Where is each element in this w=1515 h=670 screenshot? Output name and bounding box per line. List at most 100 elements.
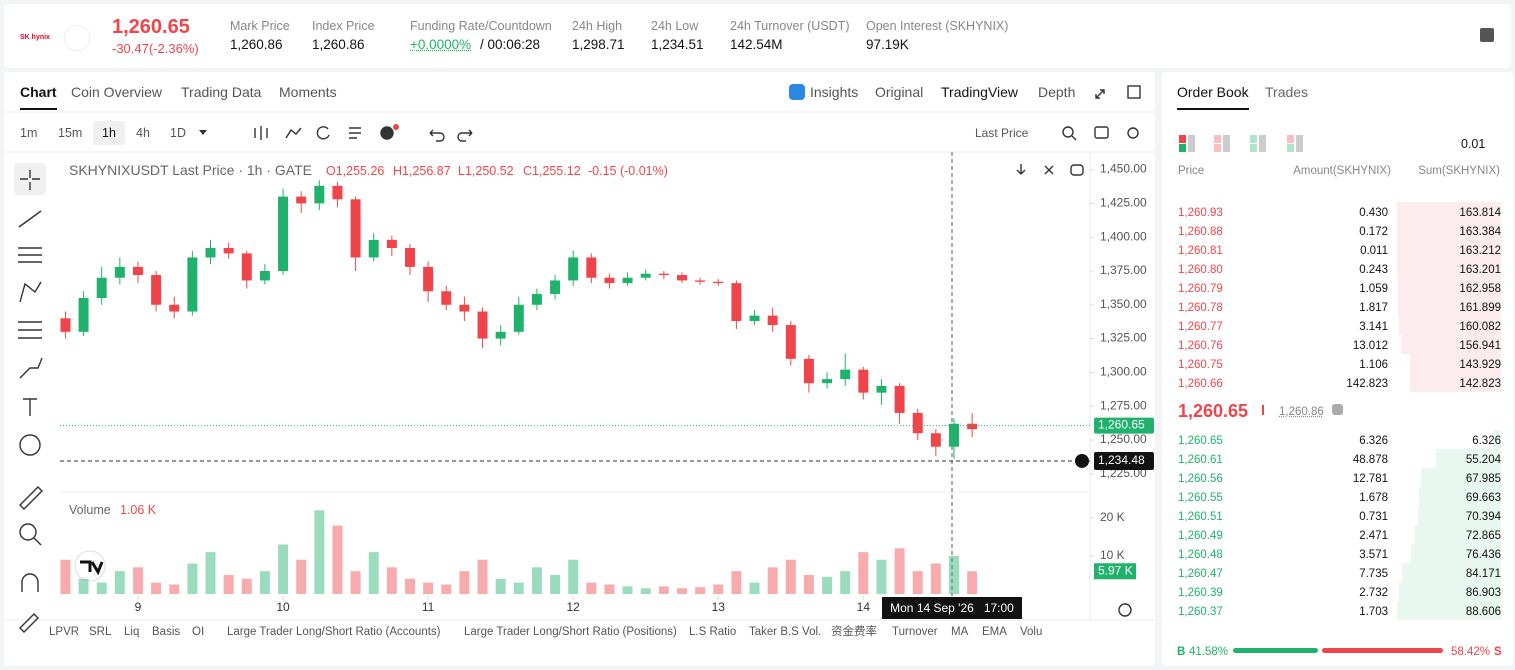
book-view[interactable] [1188, 135, 1195, 152]
volume-bar [278, 544, 289, 594]
volume-bar [78, 578, 89, 594]
row-sum: 163.384 [1459, 226, 1501, 238]
indicator-tab[interactable]: EMA [982, 626, 1007, 638]
indicator-tab[interactable]: L.S Ratio [689, 626, 737, 638]
y-tick-label: 1,400.00 [1100, 229, 1147, 243]
volume-bar [568, 559, 579, 594]
cursor-price-box [1094, 451, 1154, 470]
row-price[interactable]: 1,260.77 [1178, 321, 1223, 333]
view-tab[interactable]: Original [875, 84, 924, 100]
indicator-tab[interactable]: 资金费率 [831, 626, 877, 638]
row-price[interactable]: 1,260.78 [1178, 302, 1223, 314]
x-tick-label: 13 [712, 600, 726, 614]
book-view[interactable] [1287, 135, 1294, 143]
interval[interactable]: 4h [136, 126, 150, 140]
interval-caret[interactable] [199, 130, 207, 139]
row-sum: 88.606 [1465, 606, 1501, 618]
x-tick-label: 11 [422, 600, 435, 614]
row-sum: 163.212 [1459, 245, 1501, 257]
interval[interactable]: 1h [93, 121, 125, 145]
row-price[interactable]: 1,260.88 [1178, 226, 1223, 238]
depth-bar [1418, 506, 1501, 525]
row-amount: 7.735 [1359, 568, 1388, 580]
view-tab[interactable]: Depth [1038, 84, 1076, 100]
stat-label: Index Price [312, 19, 375, 33]
book-view[interactable] [1214, 135, 1221, 143]
interval[interactable]: 1m [20, 126, 38, 140]
crosshair-label: Mon 14 Sep '26 17:00 [890, 601, 1014, 615]
x-tick-label: 14 [857, 600, 871, 614]
volume-bar [803, 574, 814, 594]
indicator-tab[interactable]: OI [192, 626, 205, 638]
depth-bar [1402, 563, 1501, 582]
indicator-tab[interactable]: Volu [1020, 626, 1043, 638]
row-price[interactable]: 1,260.66 [1178, 378, 1223, 390]
volume-bar [495, 578, 506, 594]
y-tick-label: 1,250.00 [1100, 432, 1147, 446]
col-price: Price [1178, 165, 1205, 177]
indicator-tab[interactable]: Taker B.S Vol. [749, 626, 822, 638]
orderbook-tab[interactable]: Trades [1265, 84, 1309, 100]
chart-tab[interactable]: Coin Overview [71, 84, 163, 100]
col-sum: Sum(SKHYNIX) [1418, 165, 1500, 177]
orderbook-tab[interactable]: Order Book [1177, 84, 1249, 110]
depth-bar [1493, 430, 1501, 449]
indicator-tab[interactable]: SRL [89, 626, 112, 638]
row-price[interactable]: 1,260.75 [1178, 359, 1223, 371]
view-tab[interactable]: Insights [810, 84, 859, 100]
mid-arrow [1262, 405, 1264, 415]
row-amount: 1.817 [1359, 302, 1388, 314]
book-view[interactable] [1250, 144, 1257, 152]
indicator-tab[interactable]: Large Trader Long/Short Ratio (Accounts) [227, 626, 441, 638]
row-price[interactable]: 1,260.37 [1178, 606, 1223, 618]
favorite[interactable] [64, 25, 90, 51]
indicator-tab[interactable]: Turnover [892, 626, 938, 638]
row-price[interactable]: 1,260.61 [1178, 454, 1223, 466]
book-view[interactable] [1259, 135, 1266, 152]
row-sum: 156.941 [1459, 340, 1501, 352]
precision[interactable]: 0.01 [1461, 137, 1486, 151]
volume-bar [840, 571, 851, 594]
book-view[interactable] [1250, 135, 1257, 143]
indicator-tab[interactable]: MA [951, 626, 969, 638]
indicator-tab[interactable]: Large Trader Long/Short Ratio (Positions… [464, 626, 677, 638]
row-price[interactable]: 1,260.51 [1178, 511, 1223, 523]
book-view[interactable] [1296, 135, 1303, 152]
row-price[interactable]: 1,260.47 [1178, 568, 1223, 580]
book-view[interactable] [1223, 135, 1230, 152]
indicator-tab[interactable]: Liq [124, 626, 140, 638]
row-price[interactable]: 1,260.80 [1178, 264, 1223, 276]
volume-bar [586, 582, 597, 594]
chart-tab[interactable]: Trading Data [181, 84, 262, 100]
view-tab[interactable]: TradingView [941, 84, 1019, 100]
interval[interactable]: 15m [58, 126, 83, 140]
book-view[interactable] [1179, 135, 1186, 143]
volume-bar [822, 576, 833, 594]
indicator-tab[interactable]: LPVR [49, 626, 80, 638]
volume-bar [858, 552, 869, 594]
row-price[interactable]: 1,260.48 [1178, 549, 1223, 561]
volume-bar [151, 582, 162, 594]
row-price[interactable]: 1,260.79 [1178, 283, 1223, 295]
row-price[interactable]: 1,260.65 [1178, 435, 1223, 447]
row-price[interactable]: 1,260.56 [1178, 473, 1223, 485]
row-price[interactable]: 1,260.39 [1178, 587, 1223, 599]
volume-bar [912, 571, 923, 594]
tool-active[interactable] [14, 163, 46, 195]
chart-tab[interactable]: Chart [20, 84, 57, 110]
row-price[interactable]: 1,260.49 [1178, 530, 1223, 542]
row-price[interactable]: 1,260.76 [1178, 340, 1223, 352]
book-view[interactable] [1179, 144, 1186, 152]
book-view[interactable] [1287, 144, 1294, 152]
row-price[interactable]: 1,260.55 [1178, 492, 1223, 504]
indicator-tab[interactable]: Basis [152, 626, 181, 638]
book-view[interactable] [1214, 144, 1221, 152]
price-source[interactable]: Last Price [975, 126, 1029, 140]
row-price[interactable]: 1,260.93 [1178, 207, 1223, 219]
interval[interactable]: 1D [170, 126, 186, 140]
chart-tab[interactable]: Moments [279, 84, 337, 100]
crosshair-box [882, 597, 1022, 619]
y-tick-label: 1,375.00 [1100, 263, 1147, 277]
row-price[interactable]: 1,260.81 [1178, 245, 1223, 257]
header-icon[interactable] [1480, 28, 1494, 42]
